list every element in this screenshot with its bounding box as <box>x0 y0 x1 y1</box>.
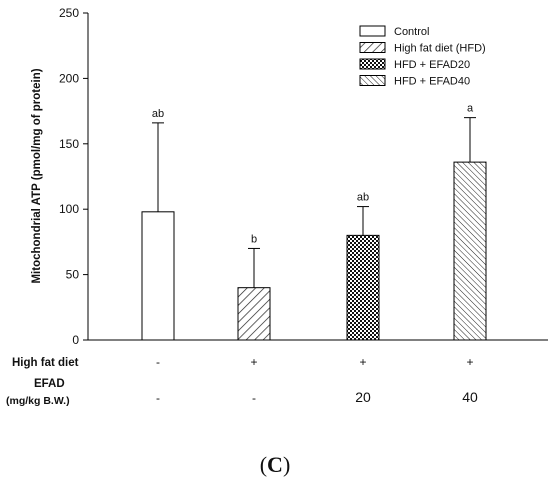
panel-close-paren: ) <box>283 452 290 477</box>
significance-label: b <box>251 233 257 245</box>
legend-label: High fat diet (HFD) <box>394 43 486 55</box>
bar <box>453 161 487 341</box>
row-value: + <box>359 355 366 369</box>
significance-label: ab <box>152 108 164 120</box>
legend-label: Control <box>394 26 429 38</box>
legend-swatch <box>359 58 386 70</box>
row-value: + <box>250 355 257 369</box>
row-label-efad-unit: (mg/kg B.W.) <box>6 395 70 407</box>
y-tick-label: 250 <box>59 6 79 20</box>
row-value: - <box>156 355 160 369</box>
y-axis-label: Mitochondrial ATP (pmol/mg of protein) <box>31 68 43 283</box>
y-tick-label: 50 <box>66 268 80 282</box>
plot-area: 0 50 100 150 200 250 ab b ab a <box>59 6 548 347</box>
panel-letter: C <box>267 452 283 477</box>
y-tick-label: 150 <box>59 137 79 151</box>
legend-swatch <box>359 42 386 53</box>
legend: Control High fat diet (HFD) HFD + EFAD20 HF… <box>359 25 486 88</box>
legend-swatch <box>359 75 386 86</box>
significance-label: a <box>467 103 474 115</box>
legend-label: HFD + EFAD40 <box>394 76 470 88</box>
y-ticks: 0 50 100 150 200 250 <box>59 6 88 347</box>
significance-label: ab <box>357 192 369 204</box>
row-value: - <box>156 391 160 405</box>
bar <box>346 234 380 341</box>
y-tick-label: 0 <box>72 333 79 347</box>
row-value: - <box>252 391 256 405</box>
y-tick-label: 200 <box>59 71 79 85</box>
panel-label: (C) <box>260 452 291 477</box>
y-tick-label: 100 <box>59 202 79 216</box>
row-label-high-fat-diet: High fat diet <box>12 357 79 369</box>
row-value: 40 <box>462 389 478 405</box>
bar <box>237 287 271 341</box>
panel-open-paren: ( <box>260 452 267 477</box>
bar <box>141 211 175 341</box>
legend-swatch <box>359 25 386 37</box>
row-value: 20 <box>355 389 371 405</box>
row-label-efad: EFAD <box>34 378 65 390</box>
row-value: + <box>466 355 473 369</box>
treatment-table: High fat diet - + + + EFAD (mg/kg B.W.) - - 20 40 <box>6 355 478 407</box>
legend-label: HFD + EFAD20 <box>394 59 470 71</box>
bars: ab b ab a <box>141 103 487 341</box>
